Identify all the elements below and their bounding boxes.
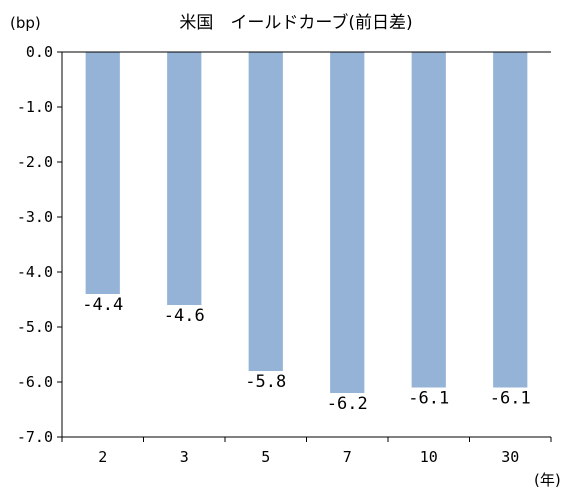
axes-group (57, 51, 552, 442)
data-labels: -4.4 -4.6 -5.8 -6.2 -6.1 -6.1 (82, 295, 530, 414)
data-label-10: -6.1 (408, 389, 449, 409)
chart-title: 米国 イールドカーブ(前日差) (179, 12, 412, 33)
x-axis-unit-label: (年) (534, 471, 561, 489)
bar-2 (85, 52, 120, 294)
data-label-7: -6.2 (327, 394, 368, 414)
y-tick-label: -6.0 (17, 373, 53, 391)
x-tick-label-5: 5 (261, 448, 270, 466)
data-label-30: -6.1 (490, 389, 531, 409)
y-tick-label: -4.0 (17, 263, 53, 281)
y-tick-label: -1.0 (17, 98, 53, 116)
x-tick-label-10: 10 (420, 448, 438, 466)
y-tick-label: -5.0 (17, 318, 53, 336)
bar-10 (411, 52, 446, 388)
x-tick-label-2: 2 (98, 448, 107, 466)
y-tick-label: -3.0 (17, 208, 53, 226)
bar-30 (493, 52, 528, 388)
bars-group (85, 52, 528, 393)
bar-3 (167, 52, 202, 305)
x-tick-label-7: 7 (343, 448, 352, 466)
y-tick-label: 0.0 (26, 43, 53, 61)
bar-7 (330, 52, 365, 393)
x-tick-labels: 2 3 5 7 10 30 (98, 448, 519, 466)
y-tick-labels: 0.0 -1.0 -2.0 -3.0 -4.0 -5.0 -6.0 -7.0 (17, 43, 53, 446)
y-tick-label: -2.0 (17, 153, 53, 171)
y-tick-label: -7.0 (17, 428, 53, 446)
y-axis-unit-label: (bp) (10, 14, 41, 32)
data-label-2: -4.4 (82, 295, 123, 315)
x-tick-label-30: 30 (501, 448, 519, 466)
bar-5 (248, 52, 283, 371)
data-label-5: -5.8 (245, 372, 286, 392)
x-tick-label-3: 3 (180, 448, 189, 466)
data-label-3: -4.6 (164, 306, 205, 326)
